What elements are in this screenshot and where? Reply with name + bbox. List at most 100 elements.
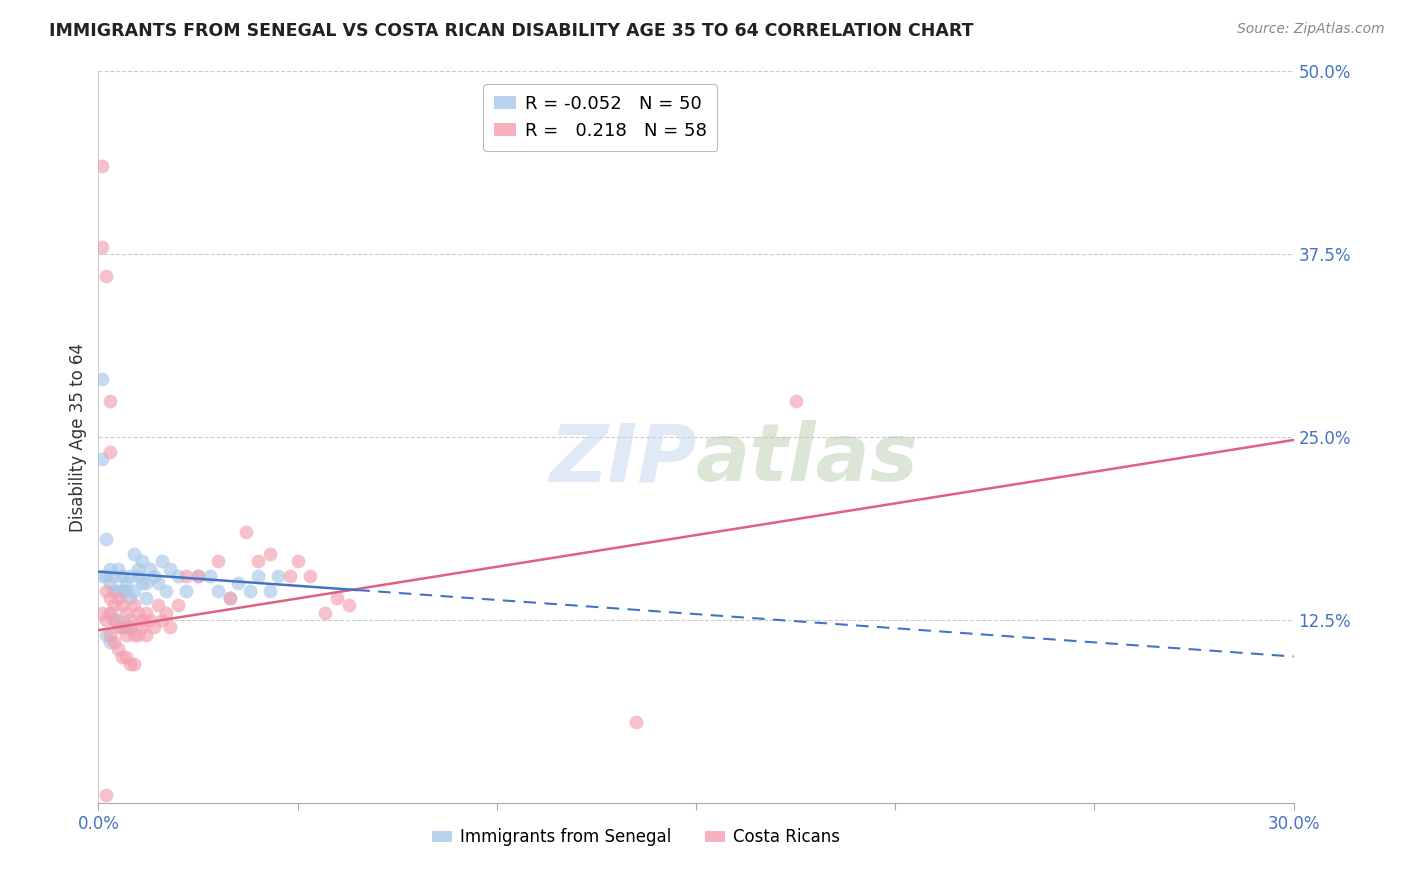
Point: [107, 591, 129, 605]
Point: [96, 533, 118, 547]
Point: [148, 599, 170, 613]
Point: [785, 393, 807, 408]
Point: [131, 613, 153, 627]
Point: [235, 525, 257, 540]
Point: [111, 569, 134, 583]
Point: [120, 657, 142, 671]
Point: [207, 554, 229, 568]
Point: [326, 591, 349, 605]
Point: [226, 576, 249, 591]
Point: [111, 599, 134, 613]
Point: [91, 569, 114, 583]
Point: [155, 583, 177, 598]
Point: [111, 583, 134, 598]
Point: [98, 393, 122, 408]
Point: [150, 613, 173, 627]
Point: [115, 620, 138, 634]
Point: [98, 591, 122, 605]
Point: [148, 576, 170, 591]
Point: [187, 569, 209, 583]
Point: [135, 591, 157, 605]
Point: [96, 569, 118, 583]
Point: [127, 562, 149, 576]
Point: [259, 583, 281, 598]
Point: [278, 569, 301, 583]
Point: [127, 569, 149, 583]
Point: [103, 583, 125, 598]
Point: [131, 554, 153, 568]
Point: [174, 569, 197, 583]
Point: [107, 620, 129, 634]
Point: [139, 562, 162, 576]
Point: [91, 240, 114, 254]
Point: [103, 635, 125, 649]
Point: [103, 569, 125, 583]
Point: [135, 606, 157, 620]
Point: [96, 627, 118, 641]
Point: [339, 599, 361, 613]
Point: [115, 576, 138, 591]
Point: [174, 583, 197, 598]
Point: [267, 569, 290, 583]
Point: [207, 583, 229, 598]
Point: [98, 576, 122, 591]
Point: [626, 715, 648, 730]
Point: [127, 627, 149, 641]
Text: ZIP: ZIP: [548, 420, 696, 498]
Point: [167, 569, 190, 583]
Point: [120, 569, 142, 583]
Point: [127, 606, 149, 620]
Point: [98, 444, 122, 458]
Point: [187, 569, 209, 583]
Point: [287, 554, 309, 568]
Point: [103, 613, 125, 627]
Point: [98, 562, 122, 576]
Y-axis label: Disability Age 35 to 64: Disability Age 35 to 64: [69, 343, 87, 532]
Point: [124, 599, 146, 613]
Point: [159, 562, 181, 576]
Point: [124, 547, 146, 561]
Point: [107, 642, 129, 657]
Point: [120, 620, 142, 634]
Point: [143, 620, 166, 634]
Point: [124, 657, 146, 671]
Point: [111, 620, 134, 634]
Point: [96, 269, 118, 284]
Point: [98, 627, 122, 641]
Point: [91, 160, 114, 174]
Point: [143, 569, 166, 583]
Point: [131, 620, 153, 634]
Point: [120, 613, 142, 627]
Point: [107, 562, 129, 576]
Point: [98, 606, 122, 620]
Point: [131, 576, 153, 591]
Point: [135, 627, 157, 641]
Point: [124, 583, 146, 598]
Point: [96, 613, 118, 627]
Point: [107, 583, 129, 598]
Text: IMMIGRANTS FROM SENEGAL VS COSTA RICAN DISABILITY AGE 35 TO 64 CORRELATION CHART: IMMIGRANTS FROM SENEGAL VS COSTA RICAN D…: [49, 22, 974, 40]
Point: [150, 554, 173, 568]
Text: atlas: atlas: [696, 420, 918, 498]
Point: [219, 591, 242, 605]
Point: [103, 613, 125, 627]
Point: [111, 649, 134, 664]
Point: [115, 583, 138, 598]
Point: [115, 649, 138, 664]
Point: [135, 576, 157, 591]
Point: [96, 789, 118, 803]
Point: [167, 599, 190, 613]
Point: [239, 583, 262, 598]
Point: [91, 371, 114, 385]
Point: [98, 635, 122, 649]
Point: [120, 620, 142, 634]
Point: [91, 606, 114, 620]
Point: [107, 613, 129, 627]
Point: [198, 569, 221, 583]
Point: [259, 547, 281, 561]
Legend: Immigrants from Senegal, Costa Ricans: Immigrants from Senegal, Costa Ricans: [426, 822, 846, 853]
Point: [219, 591, 242, 605]
Point: [103, 599, 125, 613]
Point: [115, 606, 138, 620]
Point: [159, 620, 181, 634]
